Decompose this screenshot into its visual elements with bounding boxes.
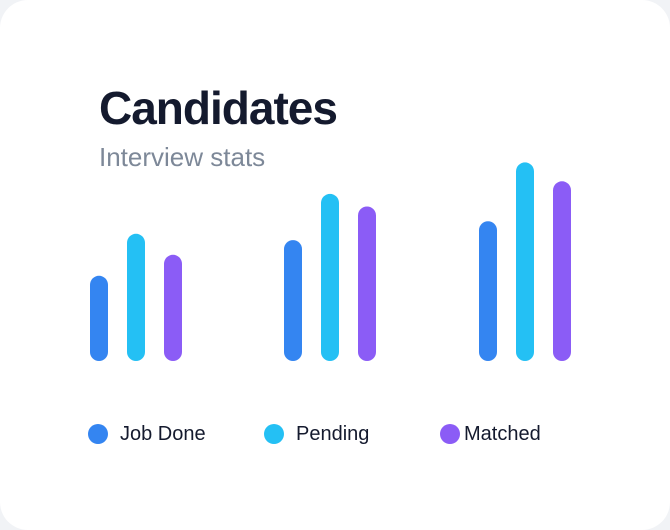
bar-chart — [90, 162, 571, 361]
legend-item-matched: Matched — [440, 416, 541, 452]
pending-dot-icon — [264, 424, 284, 444]
job-done-dot-icon — [88, 424, 108, 444]
matched-dot-icon — [440, 424, 460, 444]
chart-legend: Job Done Pending Matched — [0, 416, 670, 452]
page-title: Candidates — [99, 82, 338, 134]
legend-label-pending: Pending — [296, 423, 370, 445]
legend-item-job-done: Job Done — [88, 416, 206, 452]
legend-label-matched: Matched — [464, 423, 541, 445]
page-subtitle: Interview stats — [99, 142, 266, 172]
legend-label-job-done: Job Done — [120, 423, 206, 445]
legend-item-pending: Pending — [264, 416, 369, 452]
